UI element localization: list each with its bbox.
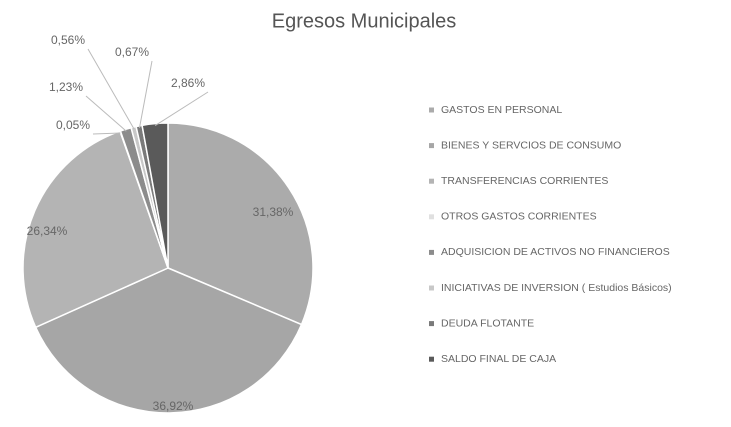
legend-marker [429,321,434,327]
legend-marker [429,249,434,255]
legend-marker [429,356,434,362]
data-label: 2,86% [171,76,205,90]
legend-label: SALDO FINAL DE CAJA [441,353,556,365]
leader-line [138,60,153,128]
data-label: 0,05% [56,118,90,132]
legend-label: INICIATIVAS DE INVERSION ( Estudios Bási… [441,282,672,294]
leader-line [92,132,121,135]
data-label: 1,23% [49,80,83,94]
pie-slice [167,122,314,326]
data-label: 36,92% [153,399,194,413]
legend-marker [429,178,434,184]
legend-label: DEUDA FLOTANTE [441,317,534,329]
legend-marker [429,214,434,220]
legend-label: OTROS GASTOS CORRIENTES [441,211,597,223]
legend-label: TRANSFERENCIAS CORRIENTES [441,175,608,187]
chart-title: Egresos Municipales [272,10,457,32]
data-label: 0,67% [115,45,149,59]
pie-slice [22,130,169,329]
data-label: 26,34% [27,224,68,238]
legend-label: BIENES Y SERVCIOS DE CONSUMO [441,139,621,151]
leader-line [87,48,135,130]
legend-label: GASTOS EN PERSONAL [441,104,562,116]
legend-label: ADQUISICION DE ACTIVOS NO FINANCIEROS [441,246,670,258]
leader-line [85,95,127,132]
pie-slice [34,267,303,414]
legend-marker [429,285,434,291]
pie-slice [141,122,169,269]
data-label: 0,56% [51,33,85,47]
leader-line [154,91,209,126]
data-label: 31,38% [253,205,294,219]
legend-marker [429,107,434,113]
legend-marker [429,143,434,149]
